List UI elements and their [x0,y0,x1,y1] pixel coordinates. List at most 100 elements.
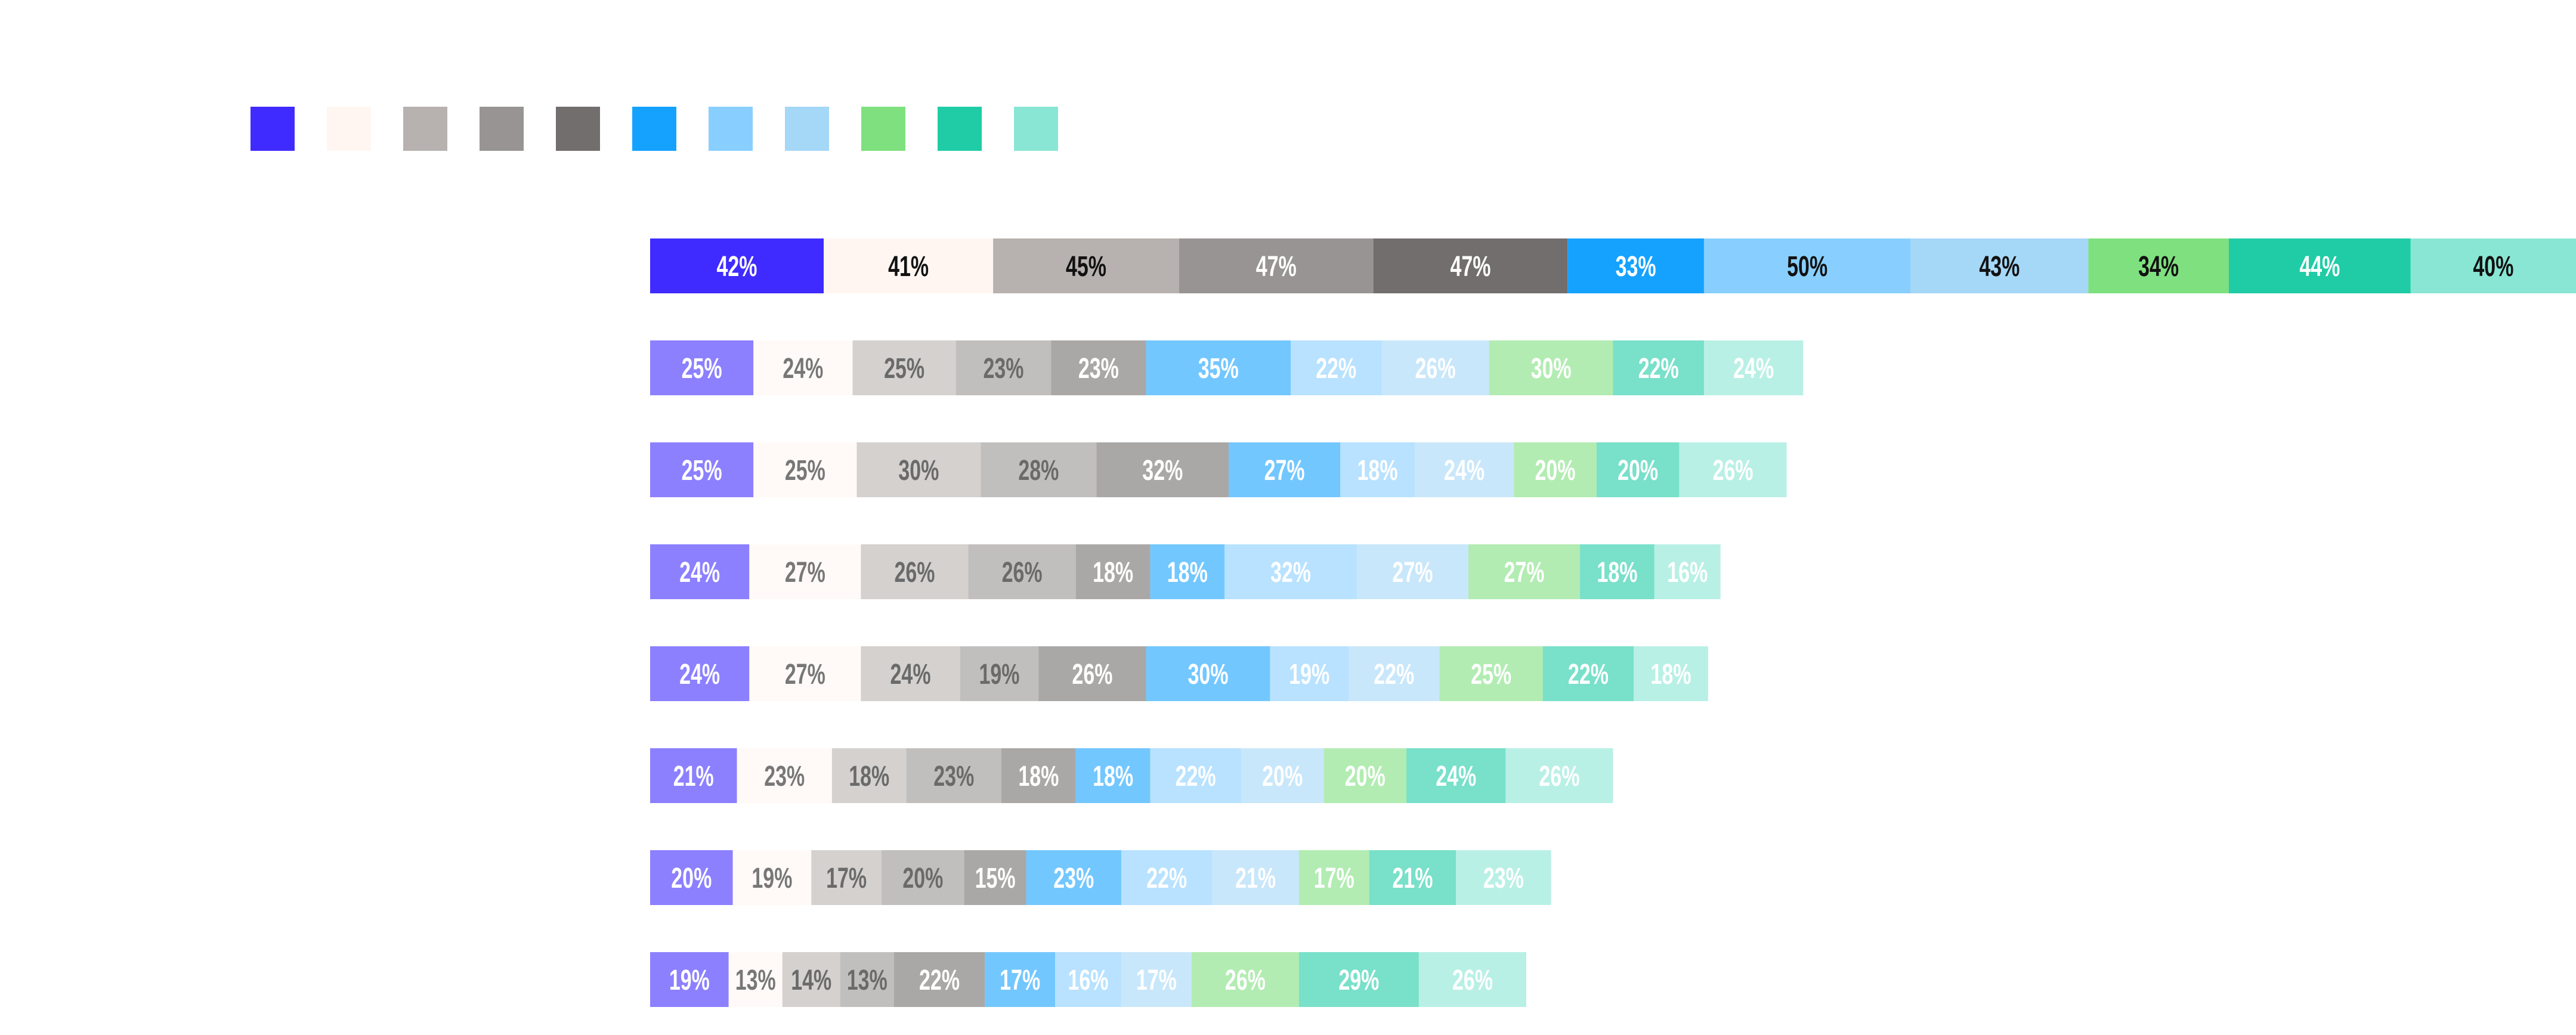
data-label: 17% [1000,965,1040,996]
legend [251,105,1072,153]
data-label: 19% [979,659,1020,690]
data-label: 24% [890,659,931,690]
bar-segment [753,340,853,395]
bar-segment [1121,850,1213,905]
bar-segment [1369,850,1456,905]
data-label: 45% [1066,251,1106,283]
data-label: 24% [679,659,720,690]
data-label: 26% [1072,659,1112,690]
bar-segment [1150,748,1241,803]
data-label: 50% [1787,251,1827,283]
bar-segment [1121,952,1192,1007]
bar-segment [1340,442,1415,497]
bar-segment [650,748,737,803]
legend-item [861,107,920,151]
bar-segment [1038,646,1146,701]
bar-segment [1567,238,1704,293]
bar-segment [737,748,832,803]
data-label: 18% [1651,659,1691,690]
bar-segment [1224,544,1357,599]
data-label: 18% [1167,557,1208,588]
data-label: 14% [791,965,831,996]
data-label: 18% [1093,761,1133,792]
bar-segment [1349,646,1440,701]
bar-segment [753,442,857,497]
data-label: 26% [1002,557,1043,588]
bar-segment [1298,850,1369,905]
bar-segment [1075,748,1151,803]
data-label: 17% [1136,965,1177,996]
data-label: 41% [888,251,929,283]
legend-swatch [327,107,371,151]
legend-item [403,107,462,151]
data-label: 47% [1450,251,1490,283]
data-label: 32% [1142,455,1183,486]
data-label: 26% [894,557,935,588]
data-label: 17% [1314,863,1355,894]
bar-segment [2410,238,2576,293]
data-label: 43% [1979,251,2020,283]
data-label: 19% [752,863,792,894]
data-label: 20% [902,863,943,894]
legend-item [709,107,767,151]
bar-segment [1373,238,1568,293]
bar-segment [1514,442,1597,497]
bar-segment [861,544,969,599]
bar-segment [728,952,783,1007]
data-label: 23% [1078,353,1119,385]
data-label: 21% [673,761,714,792]
bar-segment [1468,544,1581,599]
data-label: 27% [1264,455,1305,486]
data-label: 25% [1471,659,1511,690]
legend-item [251,107,309,151]
data-label: 30% [1188,659,1228,690]
bar-segment [960,646,1039,701]
data-label: 18% [1597,557,1637,588]
data-label: 27% [785,557,825,588]
bar-segment [650,238,824,293]
data-label: 25% [884,353,924,385]
bar-segment [1146,340,1291,395]
bar-segment [1414,442,1514,497]
data-label: 34% [2138,251,2179,283]
data-label: 23% [764,761,805,792]
data-label: 26% [1712,455,1753,486]
bar-segment [650,544,750,599]
bar-segment [1298,952,1419,1007]
data-label: 25% [682,455,722,486]
bar-segment [1406,748,1506,803]
bar-segment [1323,748,1407,803]
bar-segment [1505,748,1613,803]
bar-segment [852,340,956,395]
legend-swatch [403,107,447,151]
data-label: 18% [1357,455,1398,486]
bar-segment [824,238,994,293]
data-label: 24% [1444,455,1485,486]
bar-segment [650,340,754,395]
bar-segment [782,952,840,1007]
bar-segment [749,646,861,701]
bar-segment [985,952,1056,1007]
bar-segment [1596,442,1680,497]
data-label: 47% [1256,251,1297,283]
bar-segment [1634,646,1708,701]
bar-segment [955,340,1052,395]
bar-segment [964,850,1026,905]
bar-segment [2228,238,2411,293]
data-label: 15% [975,863,1016,894]
bar-segment [1026,850,1121,905]
data-label: 22% [1176,761,1216,792]
data-label: 18% [1018,761,1059,792]
legend-swatch [861,107,905,151]
data-label: 16% [1667,557,1708,588]
data-label: 18% [1093,557,1133,588]
data-label: 26% [1225,965,1266,996]
data-label: 23% [933,761,974,792]
data-label: 20% [1345,761,1386,792]
data-label: 42% [717,251,757,283]
bar-segment [893,952,985,1007]
legend-swatch [1014,107,1058,151]
data-label: 13% [735,965,776,996]
legend-item [938,107,996,151]
bar-segment [831,748,907,803]
